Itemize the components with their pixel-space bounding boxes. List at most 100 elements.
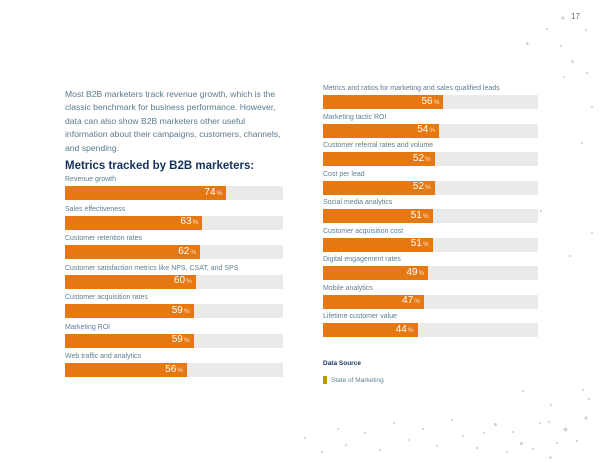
- sparkle-dot-icon: [546, 28, 548, 30]
- bar-track: 56%: [323, 95, 538, 109]
- bar-group: Revenue growth 74%: [65, 175, 283, 200]
- bar-fill: 44%: [323, 323, 418, 337]
- bar-value-label: 49%: [406, 266, 425, 278]
- sparkle-dot-icon: [436, 445, 438, 447]
- bar-fill: 51%: [323, 237, 433, 252]
- bar-chart-left-column: Revenue growth 74% Sales effectiveness 63% C…: [65, 175, 283, 382]
- percent-sign: %: [407, 326, 414, 334]
- sparkle-dot-icon: [540, 210, 542, 212]
- bar-label: Social media analytics: [323, 199, 393, 206]
- bar-fill: 62%: [65, 245, 201, 259]
- bar-value-label: 54%: [417, 124, 436, 135]
- data-source-title: Data Source: [323, 360, 361, 367]
- bar-label: Customer referral rates and volume: [323, 142, 434, 149]
- sparkle-dot-icon: [539, 422, 541, 424]
- sparkle-dot-icon: [393, 422, 395, 424]
- sparkle-star-icon: [585, 71, 589, 75]
- sparkle-dot-icon: [483, 432, 485, 434]
- sparkle-dot-icon: [585, 29, 587, 31]
- bar-group: Cost per lead 52%: [323, 170, 538, 195]
- page-number: 17: [571, 12, 580, 21]
- sparkle-dot-icon: [560, 45, 562, 47]
- sparkle-dot-icon: [569, 255, 571, 257]
- sparkle-star-icon: [344, 443, 348, 447]
- sparkle-dot-icon: [422, 428, 424, 430]
- chart-title: Metrics tracked by B2B marketers:: [65, 159, 255, 172]
- bar-label: Cost per lead: [323, 170, 365, 178]
- bar-fill: 74%: [65, 186, 227, 200]
- bar-track: 47%: [323, 294, 538, 309]
- sparkle-dot-icon: [576, 440, 578, 442]
- bar-value-label: 56%: [165, 363, 184, 375]
- bar-label: Marketing tactic ROI: [323, 113, 387, 121]
- percent-sign: %: [414, 298, 421, 305]
- bar-label: Customer retention rates: [65, 235, 143, 242]
- sparkle-dot-icon: [563, 76, 565, 78]
- bar-fill: 52%: [323, 180, 435, 195]
- sparkle-star-icon: [524, 40, 530, 46]
- legend-label: State of Marketing: [331, 376, 384, 384]
- sparkle-dot-icon: [379, 449, 381, 451]
- bar-value-label: 63%: [180, 216, 199, 227]
- bar-value-label: 59%: [171, 334, 190, 345]
- sparkle-dot-icon: [506, 451, 508, 453]
- sparkle-dot-icon: [493, 422, 497, 426]
- bar-label: Lifetime customer value: [323, 313, 397, 320]
- sparkle-star-icon: [549, 403, 553, 407]
- sparkle-star-icon: [547, 420, 551, 424]
- percent-sign: %: [422, 241, 429, 248]
- bar-group: Social media analytics 51%: [323, 198, 538, 223]
- sparkle-dot-icon: [512, 431, 514, 433]
- bar-label: Customer satisfaction metrics like NPS, …: [65, 264, 239, 272]
- intro-paragraph: Most B2B marketers track revenue growth,…: [65, 88, 281, 153]
- bar-track: 59%: [65, 333, 283, 348]
- sparkle-dot-icon: [304, 437, 306, 439]
- bar-value-label: 74%: [204, 186, 223, 198]
- percent-sign: %: [422, 212, 429, 220]
- bar-chart-right-column: Metrics and ratios for marketing and sal…: [323, 84, 538, 341]
- bar-track: 62%: [65, 245, 283, 259]
- bar-label: Marketing ROI: [65, 323, 111, 331]
- percent-sign: %: [190, 248, 197, 256]
- sparkle-dot-icon: [462, 435, 464, 437]
- bar-group: Customer referral rates and volume 52%: [323, 141, 538, 166]
- bar-label: Customer acquisition cost: [323, 227, 404, 235]
- bar-track: 51%: [323, 237, 538, 252]
- sparkle-star-icon: [475, 446, 479, 450]
- bar-fill: 56%: [323, 95, 444, 109]
- bar-group: Metrics and ratios for marketing and sal…: [323, 84, 538, 109]
- percent-sign: %: [183, 337, 190, 344]
- bar-group: Sales effectiveness 63%: [65, 205, 283, 230]
- bar-track: 56%: [65, 363, 283, 377]
- bar-fill: 56%: [65, 363, 188, 377]
- bar-fill: 59%: [65, 304, 194, 318]
- bar-label: Web traffic and analytics: [65, 353, 142, 360]
- sparkle-dot-icon: [532, 448, 534, 450]
- bar-group: Customer satisfaction metrics like NPS, …: [65, 264, 283, 289]
- bar-fill: 47%: [323, 294, 425, 309]
- bar-label: Digital engagement rates: [323, 256, 401, 263]
- sparkle-dot-icon: [522, 390, 524, 392]
- sparkle-dot-icon: [519, 441, 523, 445]
- bar-track: 52%: [323, 180, 538, 195]
- bar-label: Metrics and ratios for marketing and sal…: [323, 85, 500, 92]
- bar-group: Mobile analytics 47%: [323, 284, 538, 309]
- sparkle-dot-icon: [591, 106, 593, 108]
- bar-value-label: 59%: [171, 304, 190, 316]
- sparkle-star-icon: [587, 397, 591, 401]
- bar-fill: 54%: [323, 123, 440, 138]
- bar-track: 63%: [65, 215, 283, 230]
- sparkle-dot-icon: [337, 428, 339, 430]
- bar-value-label: 51%: [410, 209, 429, 221]
- bar-fill: 49%: [323, 266, 429, 280]
- bar-group: Digital engagement rates 49%: [323, 255, 538, 280]
- bar-value-label: 44%: [395, 323, 414, 335]
- percent-sign: %: [425, 155, 431, 163]
- bar-track: 44%: [323, 323, 538, 337]
- bar-label: Revenue growth: [65, 176, 116, 183]
- data-source-legend: Data Source State of Marketing: [323, 360, 384, 384]
- bar-track: 59%: [65, 304, 283, 318]
- bar-track: 74%: [65, 186, 283, 200]
- percent-sign: %: [186, 278, 192, 285]
- bar-fill: 63%: [65, 215, 203, 230]
